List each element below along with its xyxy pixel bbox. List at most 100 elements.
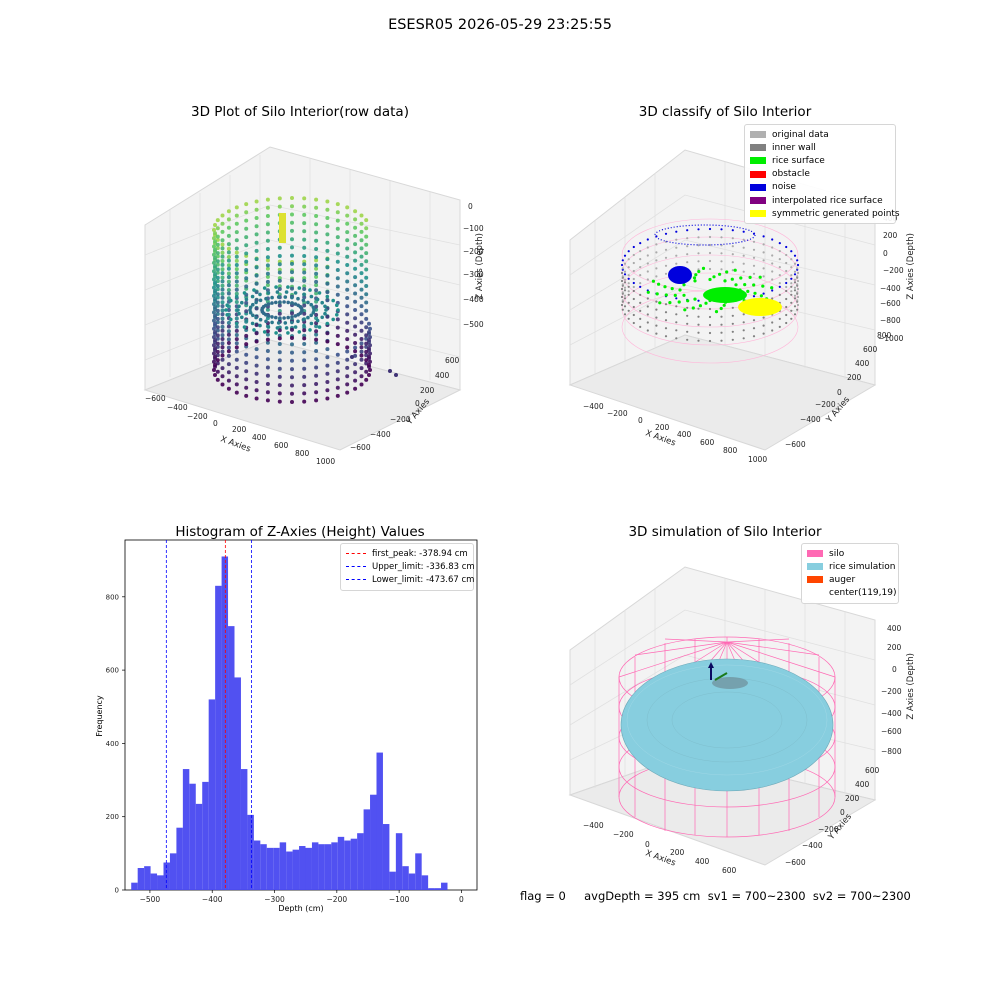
- z-tick: 200: [887, 643, 902, 652]
- point-marker: [234, 279, 239, 284]
- point-marker: [778, 274, 781, 277]
- point-marker: [220, 242, 225, 247]
- point-marker: [258, 317, 263, 322]
- point-marker: [646, 313, 649, 316]
- point-marker: [785, 321, 788, 325]
- point-marker: [359, 262, 364, 267]
- point-marker: [234, 230, 239, 235]
- point-marker: [364, 267, 369, 272]
- point-marker: [620, 287, 624, 291]
- point-marker: [639, 293, 642, 296]
- point-marker: [796, 287, 800, 291]
- point-marker: [277, 342, 282, 346]
- point-marker: [265, 365, 270, 370]
- point-marker: [302, 204, 307, 209]
- point-marker: [213, 264, 217, 269]
- histogram-bar: [266, 847, 274, 890]
- point-marker: [215, 358, 220, 363]
- x-tick: 200: [232, 425, 247, 434]
- point-marker: [254, 347, 259, 352]
- point-marker: [353, 266, 358, 271]
- point-marker: [226, 349, 231, 354]
- legend-label: first_peak: -378.94 cm: [372, 548, 468, 559]
- raw-plot-title: 3D Plot of Silo Interior(row data): [191, 104, 409, 120]
- point-marker: [621, 267, 624, 270]
- histogram-bar: [240, 769, 248, 890]
- point-marker: [742, 313, 745, 316]
- point-marker: [323, 311, 327, 316]
- point-marker: [325, 294, 330, 299]
- rice-surface-point: [670, 287, 674, 291]
- point-marker: [314, 324, 319, 329]
- point-marker: [632, 269, 635, 273]
- rice-surface-point: [725, 270, 729, 274]
- point-marker: [213, 231, 217, 236]
- point-marker: [785, 261, 788, 265]
- point-marker: [345, 213, 350, 218]
- point-marker: [314, 197, 319, 202]
- point-marker: [353, 233, 358, 238]
- obstacle-spike: [279, 213, 286, 243]
- point-marker: [229, 317, 233, 322]
- point-marker: [325, 339, 330, 344]
- point-marker: [364, 300, 369, 305]
- point-marker: [778, 242, 781, 245]
- point-marker: [290, 228, 294, 233]
- point-marker: [655, 243, 658, 246]
- point-marker: [353, 299, 358, 304]
- point-marker: [646, 278, 649, 281]
- point-marker: [277, 204, 282, 209]
- point-marker: [364, 333, 369, 338]
- point-marker: [220, 324, 225, 329]
- noise-ring: [654, 224, 756, 246]
- x-tick: −400: [583, 821, 604, 830]
- point-marker: [220, 221, 225, 226]
- point-marker: [793, 273, 797, 276]
- point-marker: [302, 350, 307, 355]
- z-tick: −600: [881, 727, 902, 736]
- legend-label: interpolated rice surface: [772, 195, 883, 206]
- point-marker: [627, 317, 630, 320]
- legend-item: silo: [807, 547, 893, 560]
- point-marker: [742, 262, 745, 265]
- point-marker: [244, 268, 249, 272]
- point-marker: [297, 286, 302, 290]
- point-marker: [639, 250, 642, 253]
- histogram-bar: [305, 847, 312, 890]
- point-marker: [325, 199, 330, 204]
- point-marker: [686, 338, 689, 341]
- point-marker: [796, 308, 799, 311]
- point-marker: [686, 314, 689, 317]
- point-marker: [215, 300, 220, 305]
- outlier-point: [350, 355, 354, 359]
- point-marker: [359, 271, 364, 276]
- point-marker: [771, 321, 774, 324]
- histogram-bar: [131, 882, 138, 890]
- point-marker: [646, 297, 649, 300]
- y-axis-ticks: 0 200 400 600 800: [106, 593, 125, 895]
- point-marker: [262, 330, 267, 334]
- point-marker: [778, 266, 781, 269]
- point-marker: [796, 259, 799, 262]
- histogram-bar: [247, 814, 254, 890]
- point-marker: [290, 327, 294, 332]
- point-marker: [320, 300, 324, 305]
- point-marker: [258, 323, 262, 328]
- classified-point-cloud: [620, 218, 800, 364]
- point-marker: [251, 313, 255, 318]
- point-marker: [244, 251, 249, 256]
- point-marker: [325, 257, 330, 262]
- point-marker: [720, 268, 723, 271]
- rice-surface-point: [739, 276, 743, 280]
- point-marker: [314, 255, 319, 260]
- point-marker: [220, 316, 225, 321]
- point-marker: [655, 275, 658, 278]
- point-marker: [293, 325, 298, 329]
- point-marker: [234, 357, 239, 362]
- point-marker: [302, 391, 307, 396]
- point-marker: [270, 301, 274, 305]
- point-marker: [266, 291, 271, 295]
- legend-swatch: [750, 144, 766, 152]
- legend-item: interpolated rice surface: [750, 194, 890, 207]
- point-marker: [254, 331, 259, 336]
